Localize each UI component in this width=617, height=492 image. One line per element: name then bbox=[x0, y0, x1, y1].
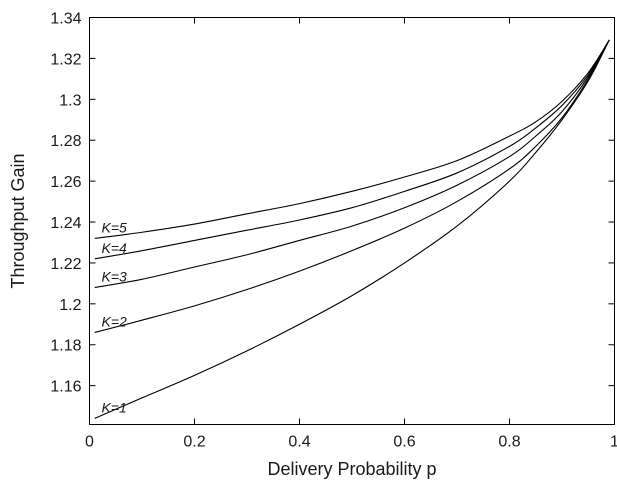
y-tick-label: 1.3 bbox=[59, 92, 81, 109]
y-tick-label: 1.28 bbox=[50, 133, 81, 150]
series-line-k2 bbox=[94, 39, 610, 333]
series-label-k1: K=1 bbox=[102, 399, 127, 415]
series-label-k3: K=3 bbox=[102, 268, 128, 284]
series-line-k4 bbox=[94, 39, 610, 260]
x-tick-label: 1 bbox=[610, 434, 617, 451]
x-tick-label: 0.8 bbox=[498, 434, 520, 451]
x-axis-label: Delivery Probability p bbox=[267, 459, 436, 479]
y-axis-label: Throughput Gain bbox=[8, 153, 28, 288]
y-tick-label: 1.26 bbox=[50, 174, 81, 191]
y-tick-label: 1.16 bbox=[50, 379, 81, 396]
y-tick-label: 1.34 bbox=[50, 11, 81, 28]
x-tick-label: 0.6 bbox=[393, 434, 415, 451]
series-line-k3 bbox=[94, 39, 610, 289]
y-tick-label: 1.18 bbox=[50, 338, 81, 355]
y-tick-label: 1.24 bbox=[50, 215, 81, 232]
y-tick-label: 1.32 bbox=[50, 51, 81, 68]
x-axis: 0 0.2 0.4 0.6 0.8 1 bbox=[85, 17, 617, 451]
series-line-k1 bbox=[94, 39, 610, 419]
x-tick-label: 0 bbox=[85, 434, 94, 451]
x-tick-label: 0.4 bbox=[288, 434, 310, 451]
series-lines bbox=[94, 39, 610, 419]
plot-frame bbox=[89, 17, 615, 425]
y-tick-label: 1.2 bbox=[59, 297, 81, 314]
x-tick-label: 0.2 bbox=[183, 434, 205, 451]
series-label-k5: K=5 bbox=[102, 219, 128, 235]
y-axis: 1.16 1.18 1.2 1.22 1.24 1.26 1.28 1.3 1.32 1.34 bbox=[50, 11, 615, 396]
series-label-k2: K=2 bbox=[102, 313, 128, 329]
series-line-k5 bbox=[94, 39, 610, 239]
y-tick-label: 1.22 bbox=[50, 256, 81, 273]
series-labels: K=1 K=2 K=3 K=4 K=5 bbox=[102, 219, 128, 415]
series-label-k4: K=4 bbox=[102, 240, 128, 256]
